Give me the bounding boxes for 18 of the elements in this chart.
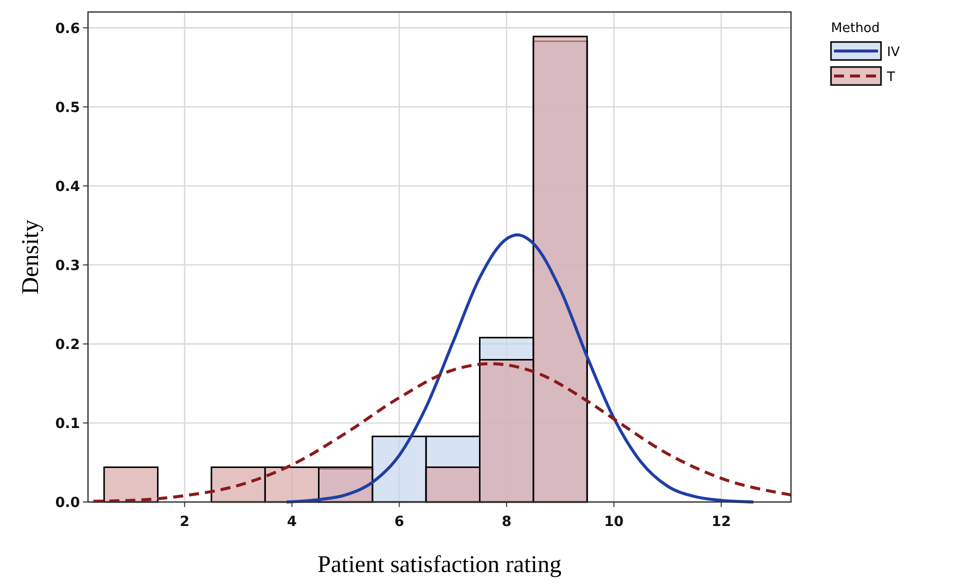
legend-label: T — [886, 70, 895, 85]
y-tick-label: 0.6 — [55, 20, 80, 37]
y-tick-label: 0.5 — [55, 100, 80, 116]
x-tick-label: 4 — [287, 514, 298, 530]
legend-title: Method — [831, 21, 880, 36]
legend-label: IV — [887, 45, 900, 60]
x-tick-label: 6 — [394, 514, 404, 530]
x-tick-label: 12 — [711, 514, 731, 530]
y-tick-label: 0.2 — [55, 336, 80, 353]
y-tick-label: 0.3 — [55, 258, 80, 274]
x-tick-label: 10 — [604, 514, 624, 530]
y-tick-label: 0.4 — [55, 178, 80, 195]
x-tick-label: 8 — [502, 514, 512, 530]
y-axis-title: Density — [18, 220, 44, 294]
y-tick-label: 0.1 — [55, 416, 80, 432]
x-axis-title: Patient satisfaction rating — [318, 552, 562, 578]
x-tick-label: 2 — [180, 514, 190, 530]
y-tick-label: 0.0 — [55, 495, 80, 511]
